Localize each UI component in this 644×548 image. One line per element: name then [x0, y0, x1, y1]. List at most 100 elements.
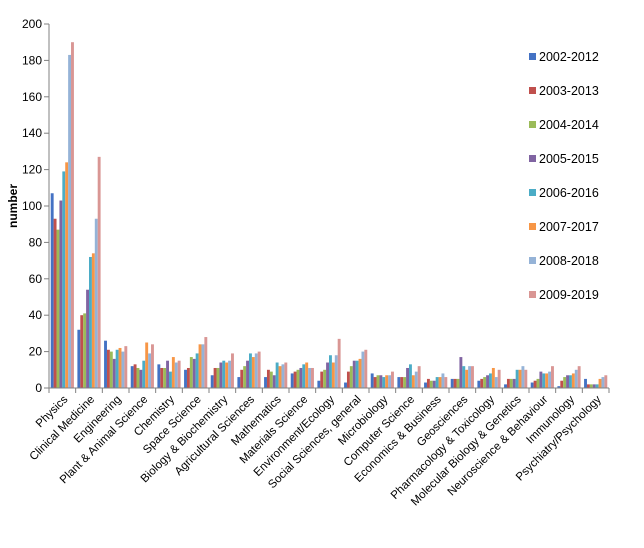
bar — [586, 384, 590, 388]
y-tick-label: 120 — [22, 163, 42, 177]
bar — [406, 367, 409, 388]
bar — [184, 369, 187, 388]
bar — [302, 364, 306, 388]
bar — [352, 360, 356, 388]
bar — [569, 375, 572, 388]
bar — [426, 378, 430, 388]
bar — [308, 367, 312, 388]
bar — [438, 377, 442, 388]
bar — [296, 369, 300, 388]
bar — [174, 362, 178, 388]
bar — [186, 367, 190, 388]
bar — [97, 156, 101, 388]
bar — [584, 378, 587, 388]
bar — [361, 351, 365, 388]
bar — [456, 378, 460, 388]
y-tick-label: 60 — [29, 272, 43, 286]
bar — [518, 369, 522, 388]
legend-label: 2006-2016 — [539, 186, 599, 200]
bar — [163, 367, 167, 388]
bar — [411, 375, 415, 388]
bar — [524, 369, 528, 388]
bar — [201, 344, 205, 388]
bar — [444, 377, 448, 388]
bar — [195, 353, 199, 388]
legend-label: 2003-2013 — [539, 84, 599, 98]
bar — [216, 367, 220, 388]
bar — [334, 355, 338, 388]
bar — [311, 367, 314, 388]
plot-area — [50, 42, 608, 388]
bar — [409, 364, 412, 388]
bar — [231, 353, 234, 388]
bar — [533, 380, 537, 388]
bar — [284, 362, 288, 388]
bar — [145, 342, 149, 388]
bar — [512, 378, 516, 388]
legend-swatch — [529, 257, 536, 264]
bar — [237, 377, 241, 388]
y-tick-label: 80 — [29, 235, 43, 249]
legend-swatch — [529, 291, 536, 298]
bar — [160, 367, 164, 388]
bar — [373, 377, 377, 388]
bar — [225, 362, 229, 388]
bar — [471, 366, 474, 388]
bar — [251, 357, 255, 388]
bar — [483, 377, 487, 388]
bar — [577, 366, 581, 388]
bar — [403, 377, 407, 388]
bar — [266, 369, 270, 388]
legend-swatch — [529, 155, 536, 162]
bar — [198, 344, 202, 388]
y-tick-label: 40 — [29, 308, 43, 322]
bar — [50, 193, 54, 388]
bar — [364, 349, 368, 388]
bar — [468, 366, 472, 388]
bar — [382, 377, 386, 388]
bar — [104, 340, 107, 388]
bar — [566, 375, 569, 388]
bar — [115, 349, 119, 388]
bar — [441, 373, 445, 388]
bar — [62, 171, 66, 388]
bar — [240, 369, 244, 388]
bar — [121, 351, 125, 388]
legend-swatch — [529, 53, 536, 60]
bar — [459, 357, 463, 388]
bar — [376, 375, 380, 388]
bar — [249, 353, 252, 388]
bar — [574, 369, 578, 388]
legend-label: 2007-2017 — [539, 220, 599, 234]
bar — [278, 366, 282, 388]
legend-label: 2008-2018 — [539, 254, 599, 268]
y-axis-ticks: 0 20 40 60 80 100 120 140 160 180 200 — [22, 17, 610, 395]
bar — [453, 378, 457, 388]
bar — [462, 366, 466, 388]
bar — [337, 338, 341, 388]
bar — [355, 360, 359, 388]
bar — [228, 360, 232, 388]
bar — [148, 353, 152, 388]
bar — [59, 200, 63, 388]
bar — [171, 357, 175, 388]
legend-swatch — [529, 87, 536, 94]
bar — [465, 369, 469, 388]
bar — [89, 256, 92, 388]
bar — [598, 378, 602, 388]
bar — [192, 358, 196, 388]
bar — [264, 377, 267, 388]
y-tick-label: 100 — [22, 199, 42, 213]
legend-label: 2009-2019 — [539, 288, 599, 302]
bar — [480, 378, 484, 388]
bar — [494, 377, 498, 388]
bar — [71, 42, 74, 388]
bar — [358, 358, 362, 388]
legend-swatch — [529, 189, 536, 196]
y-axis-title: number — [6, 184, 20, 228]
bar — [136, 367, 140, 388]
bar — [414, 371, 418, 388]
bar — [521, 366, 525, 388]
bar — [77, 329, 81, 388]
bar — [151, 344, 154, 388]
